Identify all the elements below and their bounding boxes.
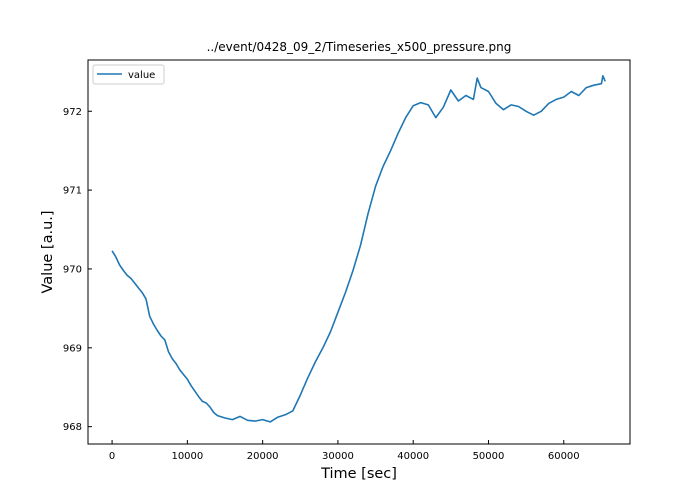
x-tick-label: 20000 — [247, 451, 279, 462]
chart-title: ../event/0428_09_2/Timeseries_x500_press… — [207, 40, 512, 54]
y-axis-label: Value [a.u.] — [40, 210, 56, 293]
y-tick-label: 968 — [63, 422, 82, 433]
x-tick-label: 60000 — [548, 451, 580, 462]
x-tick-label: 40000 — [397, 451, 429, 462]
ticks: 0 10000 20000 30000 40000 50000 60000 968 969 970… — [63, 107, 580, 462]
x-tick-label: 0 — [109, 451, 115, 462]
x-axis-label: Time [sec] — [320, 466, 397, 482]
y-tick-label: 972 — [63, 107, 82, 118]
axes-frame — [87, 59, 631, 445]
y-tick-label: 970 — [63, 264, 82, 275]
y-tick-label: 969 — [63, 343, 82, 354]
legend-box — [92, 64, 165, 85]
y-tick-label: 971 — [63, 186, 82, 197]
legend: value — [92, 64, 165, 85]
plot-area — [111, 75, 606, 423]
x-tick-label: 10000 — [171, 451, 203, 462]
legend-entry-value: value — [128, 70, 155, 81]
series-line-value — [111, 75, 606, 423]
x-tick-label: 50000 — [473, 451, 505, 462]
x-tick-label: 30000 — [322, 451, 354, 462]
